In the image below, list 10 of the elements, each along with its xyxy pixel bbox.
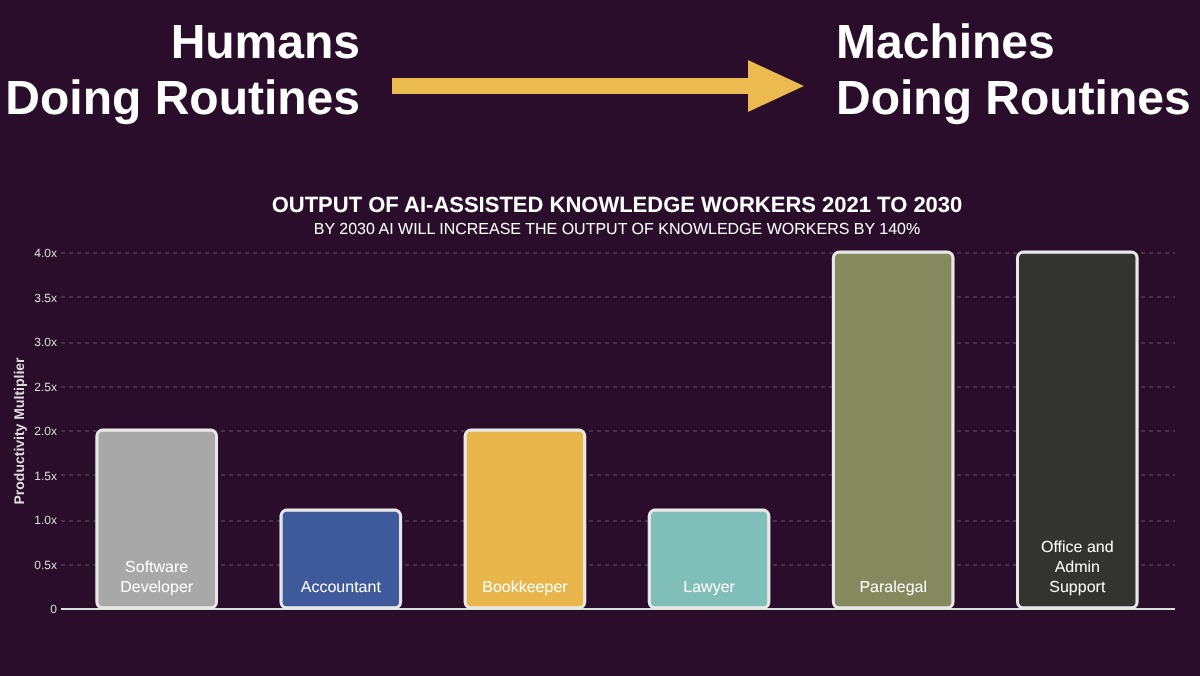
chart-title: OUTPUT OF AI-ASSISTED KNOWLEDGE WORKERS 2021 TO 2030: [271, 194, 963, 218]
x-tick-label: Accountant: [300, 578, 383, 596]
x-tick-label: Bookkeeper: [482, 578, 569, 596]
text: Humans Doing Routines: [5, 16, 360, 128]
chart-subtitle: BY 2030 AI WILL INCREASE THE OUTPUT OF KNOWLEDGE WORKERS BY 140%: [313, 220, 921, 238]
x-tick-label: Lawyer: [683, 578, 736, 596]
x-tick-label: Software Developer: [120, 558, 194, 596]
x-tick-label: Paralegal: [859, 578, 928, 596]
x-tick-label: Office and Admin Support: [1041, 538, 1114, 596]
text: Machines Doing Routines: [836, 16, 1191, 128]
